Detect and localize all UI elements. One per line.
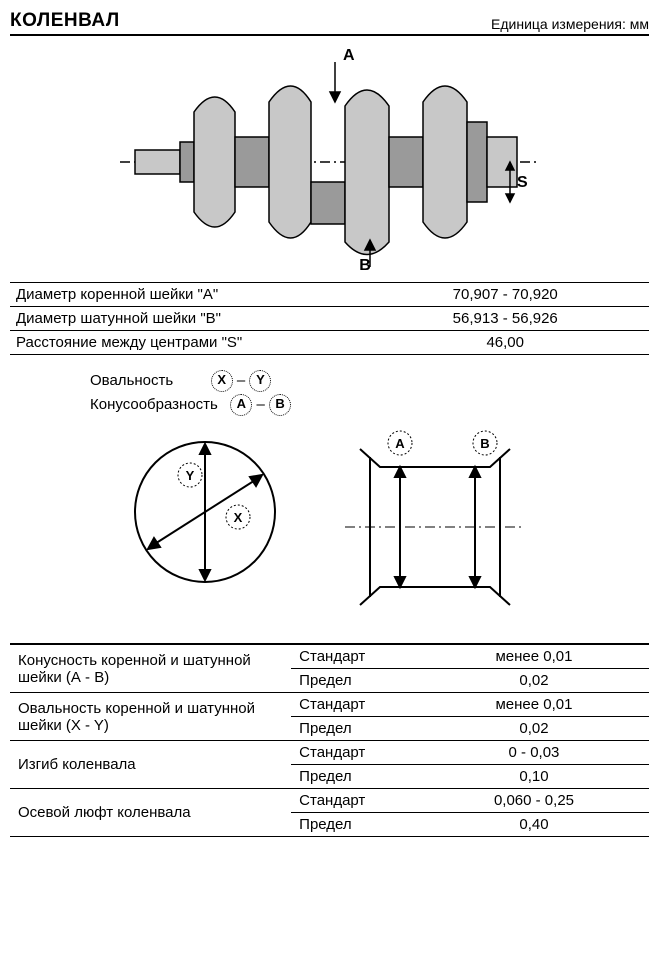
ovality-def: Овальность X – Y <box>90 369 649 393</box>
tol-value: 0,02 <box>419 717 649 741</box>
taper-def: Конусообразность A – B <box>90 393 649 417</box>
tol-value: 0,40 <box>419 813 649 837</box>
circle-x-icon: X <box>211 370 233 392</box>
fig1-label-a: A <box>343 47 355 64</box>
table-row: Изгиб коленвала Стандарт 0 - 0,03 <box>10 741 649 765</box>
lim-label: Предел <box>291 813 419 837</box>
tol-value: менее 0,01 <box>419 644 649 669</box>
dim-value: 46,00 <box>361 331 649 355</box>
dim-label: Диаметр шатунной шейки "В" <box>10 307 361 331</box>
tol-label: Овальность коренной и шатунной шейки (X … <box>10 693 291 741</box>
table-row: Овальность коренной и шатунной шейки (X … <box>10 693 649 717</box>
fig2-y-label: Y <box>185 468 194 483</box>
table-row: Конусность коренной и шатунной шейки (А … <box>10 644 649 669</box>
std-label: Стандарт <box>291 789 419 813</box>
header-row: КОЛЕНВАЛ Единица измерения: мм <box>10 10 649 36</box>
table-row: Диаметр коренной шейки "А" 70,907 - 70,9… <box>10 283 649 307</box>
lim-label: Предел <box>291 669 419 693</box>
tol-label: Изгиб коленвала <box>10 741 291 789</box>
table-row: Диаметр шатунной шейки "В" 56,913 - 56,9… <box>10 307 649 331</box>
measurement-figures: Y X A B <box>10 427 649 617</box>
circle-b-icon: B <box>269 394 291 416</box>
lim-label: Предел <box>291 717 419 741</box>
dim-value: 56,913 - 56,926 <box>361 307 649 331</box>
page-title: КОЛЕНВАЛ <box>10 10 120 32</box>
std-label: Стандарт <box>291 693 419 717</box>
tol-value: 0 - 0,03 <box>419 741 649 765</box>
tol-value: 0,10 <box>419 765 649 789</box>
dim-label: Диаметр коренной шейки "А" <box>10 283 361 307</box>
tol-value: 0,060 - 0,25 <box>419 789 649 813</box>
fig2-b-label: B <box>480 436 489 451</box>
journal-ab-figure: A B <box>330 427 540 617</box>
fig2-a-label: A <box>395 436 405 451</box>
fig1-label-s: S <box>517 174 528 191</box>
tolerances-table: Конусность коренной и шатунной шейки (А … <box>10 643 649 837</box>
crankshaft-figure: A B S <box>115 42 545 272</box>
circle-a-icon: A <box>230 394 252 416</box>
dimensions-table: Диаметр коренной шейки "А" 70,907 - 70,9… <box>10 282 649 355</box>
tol-label: Осевой люфт коленвала <box>10 789 291 837</box>
tol-value: 0,02 <box>419 669 649 693</box>
circle-xy-figure: Y X <box>120 427 290 597</box>
tol-label: Конусность коренной и шатунной шейки (А … <box>10 644 291 693</box>
dim-label: Расстояние между центрами "S" <box>10 331 361 355</box>
fig2-x-label: X <box>233 510 242 525</box>
unit-label: Единица измерения: мм <box>491 16 649 32</box>
std-label: Стандарт <box>291 644 419 669</box>
table-row: Расстояние между центрами "S" 46,00 <box>10 331 649 355</box>
fig1-label-b: B <box>359 257 371 272</box>
dim-value: 70,907 - 70,920 <box>361 283 649 307</box>
circle-y-icon: Y <box>249 370 271 392</box>
lim-label: Предел <box>291 765 419 789</box>
definitions-block: Овальность X – Y Конусообразность A – B <box>90 369 649 417</box>
table-row: Осевой люфт коленвала Стандарт 0,060 - 0… <box>10 789 649 813</box>
std-label: Стандарт <box>291 741 419 765</box>
tol-value: менее 0,01 <box>419 693 649 717</box>
